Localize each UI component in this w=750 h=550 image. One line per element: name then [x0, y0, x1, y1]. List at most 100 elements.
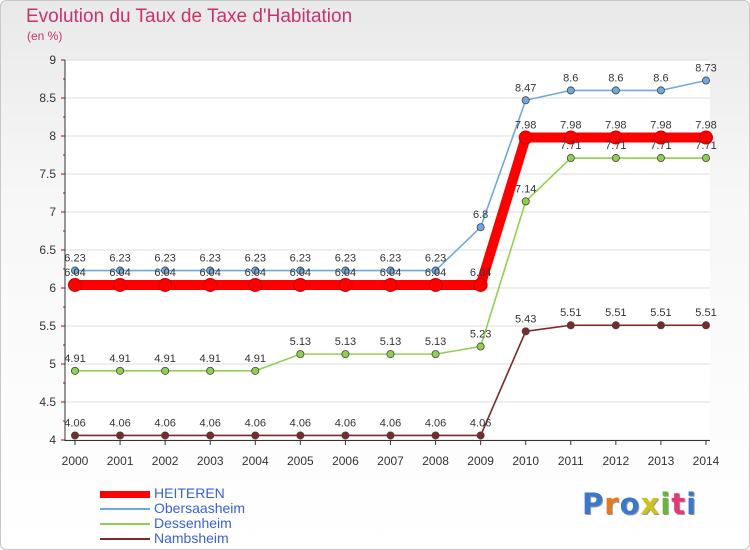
x-tick-label: 2004: [242, 454, 269, 468]
data-point: [656, 321, 665, 330]
data-point: [248, 277, 263, 292]
x-tick-label: 2012: [603, 454, 630, 468]
data-label: 5.51: [650, 307, 671, 319]
x-tick-label: 2005: [287, 454, 314, 468]
data-label: 6.04: [200, 267, 221, 279]
legend-label: HEITEREN: [154, 485, 225, 501]
data-point: [251, 366, 260, 375]
data-point: [431, 431, 440, 440]
data-label: 6.23: [109, 253, 130, 265]
data-label: 4.06: [380, 417, 401, 429]
data-point: [521, 327, 530, 336]
data-point: [338, 277, 353, 292]
data-point: [702, 321, 711, 330]
data-label: 5.51: [560, 307, 581, 319]
data-label: 4.91: [154, 353, 175, 365]
data-point: [71, 431, 80, 440]
data-point: [68, 277, 82, 292]
data-label: 7.98: [605, 120, 626, 132]
data-label: 6.04: [109, 267, 130, 279]
data-label: 4.06: [425, 417, 446, 429]
data-label: 4.91: [200, 353, 221, 365]
data-label: 4.91: [245, 353, 266, 365]
data-label: 4.06: [64, 417, 85, 429]
data-point: [296, 266, 305, 275]
legend-label: Dessenheim: [154, 515, 232, 531]
data-labels: 6.04 6.04 6.04 6.04 6.04 6.04 6.04 6.04 6.04 6.04…: [64, 63, 716, 430]
x-tick-label: 2002: [152, 454, 179, 468]
data-point: [341, 266, 350, 275]
series-group: [68, 76, 713, 440]
data-label: 4.06: [245, 417, 266, 429]
data-label: 7.14: [515, 183, 536, 195]
data-point: [296, 431, 305, 440]
legend-swatch: [100, 508, 150, 510]
data-label: 4.06: [200, 417, 221, 429]
grid: [65, 59, 710, 441]
data-label: 6.23: [200, 253, 221, 265]
data-label: 4.06: [470, 417, 491, 429]
data-point: [161, 431, 170, 440]
x-tick-label: 2000: [62, 454, 89, 468]
y-tick-label: 4.5: [39, 395, 56, 409]
data-point: [653, 130, 668, 145]
data-label: 6.04: [425, 267, 446, 279]
y-tick-label: 6.5: [39, 243, 56, 257]
data-point: [611, 321, 620, 330]
data-label: 6.23: [380, 253, 401, 265]
data-label: 7.98: [560, 120, 581, 132]
data-label: 6.04: [245, 267, 266, 279]
data-point: [71, 366, 80, 375]
data-label: 5.51: [695, 307, 716, 319]
data-point: [428, 277, 443, 292]
data-point: [113, 277, 128, 292]
data-label: 6.23: [64, 253, 85, 265]
x-tick-label: 2014: [693, 454, 720, 468]
data-point: [566, 154, 575, 163]
x-tick-label: 2003: [197, 454, 224, 468]
data-label: 6.23: [290, 253, 311, 265]
data-label: 6.04: [290, 267, 311, 279]
x-tick-label: 2013: [648, 454, 675, 468]
data-label: 6.04: [470, 267, 491, 279]
data-point: [699, 130, 713, 145]
axes: 4 4.5 5 5.5 6 6.5 7 7.5 8 8.5 9 2000 2001 2002 2003 200…: [39, 53, 719, 468]
data-point: [293, 277, 308, 292]
x-tick-label: 2009: [467, 454, 494, 468]
data-point: [161, 266, 170, 275]
data-label: 4.06: [154, 417, 175, 429]
data-label: 8.6: [653, 72, 668, 84]
data-point: [518, 130, 533, 145]
data-point: [656, 86, 665, 95]
y-tick-label: 5.5: [39, 319, 56, 333]
data-label: 6.04: [64, 267, 85, 279]
proxiti-logo: Proxiti: [582, 487, 698, 521]
data-point: [702, 76, 711, 85]
data-point: [656, 154, 665, 163]
data-label: 6.23: [335, 253, 356, 265]
data-point: [206, 266, 215, 275]
data-point: [116, 266, 125, 275]
y-tick-label: 4: [49, 433, 56, 447]
data-point: [431, 266, 440, 275]
data-label: 7.71: [560, 140, 581, 152]
data-point: [158, 277, 173, 292]
data-point: [341, 350, 350, 359]
x-tick-label: 2011: [558, 454, 584, 468]
y-tick-label: 7.5: [39, 167, 56, 181]
data-label: 5.13: [380, 336, 401, 348]
legend-swatch: [100, 523, 150, 525]
data-label: 4.06: [335, 417, 356, 429]
chart-title: Evolution du Taux de Taxe d'Habitation: [26, 6, 353, 27]
data-label: 8.6: [563, 72, 578, 84]
data-point: [611, 86, 620, 95]
legend-label: Nambsheim: [154, 530, 229, 546]
data-label: 8.6: [608, 72, 623, 84]
chart-subtitle: (en %): [27, 29, 63, 43]
legend-label: Obersaasheim: [154, 500, 246, 516]
data-point: [566, 86, 575, 95]
x-tick-label: 2006: [332, 454, 359, 468]
data-label: 4.06: [290, 417, 311, 429]
data-point: [116, 431, 125, 440]
data-label: 5.43: [515, 313, 536, 325]
